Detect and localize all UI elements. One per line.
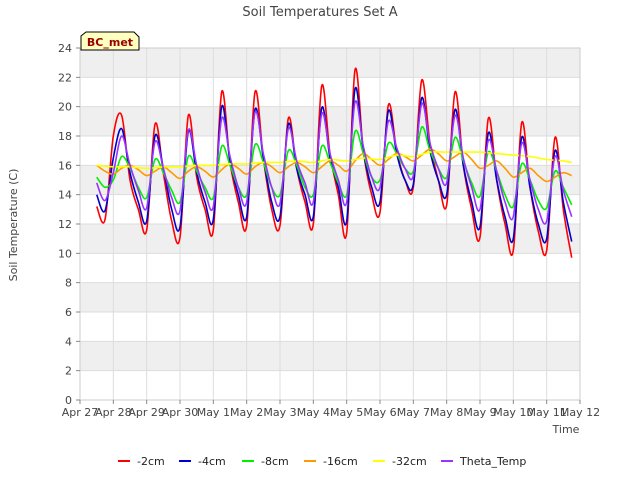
legend-label: -16cm [323,455,358,468]
x-tick-label: May 4 [297,406,330,419]
legend-label: -8cm [261,455,289,468]
grid-band [80,48,580,78]
grid-band [80,282,580,312]
series-line-8cm [96,126,573,211]
y-tick-label: 12 [58,218,72,231]
legend-label: Theta_Temp [459,455,526,468]
y-tick-label: 4 [65,335,72,348]
x-tick-label: May 5 [330,406,363,419]
legend: -2cm -4cm -8cm -16cm -32cm Theta_Temp [118,455,526,468]
x-tick-label: May 11 [527,406,567,419]
series-line-2cm [95,67,573,258]
grid-band [80,106,580,136]
x-axis-label: Time [552,423,580,436]
x-tick-label: May 12 [560,406,600,419]
grid-band [80,224,580,254]
y-tick-label: 22 [58,71,72,84]
grid-band [80,341,580,371]
series-lines [95,67,573,258]
legend-label: -32cm [392,455,427,468]
x-tick-label: May 7 [397,406,430,419]
legend-item-32cm: -32cm [373,455,427,468]
x-tick-label: May 8 [430,406,463,419]
x-tick-label: Apr 30 [162,406,199,419]
y-tick-label: 8 [65,277,72,290]
legend-label: -4cm [198,455,226,468]
x-tick-label: May 9 [463,406,496,419]
y-tick-label: 10 [58,247,72,260]
series-line-32cm [96,150,572,170]
x-tick-label: May 1 [197,406,230,419]
legend-item-8cm: -8cm [242,455,289,468]
legend-item-2cm: -2cm [118,455,165,468]
x-tick-label: May 2 [230,406,263,419]
y-axis-label: Soil Temperature (C) [7,169,20,282]
y-tick-label: 14 [58,189,72,202]
y-tick-label: 18 [58,130,72,143]
legend-item-16cm: -16cm [304,455,358,468]
x-tick-label: Apr 27 [62,406,99,419]
y-tick-label: 16 [58,159,72,172]
x-tick-label: Apr 28 [95,406,132,419]
y-tick-label: 0 [65,394,72,407]
series-line-16cm [96,148,573,183]
grid-band [80,165,580,195]
legend-item-theta-temp: Theta_Temp [441,455,526,468]
site-label-shape [80,31,140,51]
site-label-box: BC_met [80,31,140,51]
site-label: BC_met [87,36,133,49]
chart-title: Soil Temperatures Set A [242,5,397,20]
x-tick-label: May 10 [493,406,533,419]
x-tick-label: May 3 [263,406,296,419]
x-tick-label: May 6 [363,406,396,419]
y-tick-label: 6 [65,306,72,319]
legend-label: -2cm [137,455,165,468]
legend-item-4cm: -4cm [179,455,226,468]
series-line-theta-temp [95,100,573,225]
y-tick-label: 2 [65,365,72,378]
x-tick-label: Apr 29 [128,406,165,419]
y-tick-label: 20 [58,101,72,114]
y-tick-label: 24 [58,42,72,55]
plot-bands [80,48,580,371]
